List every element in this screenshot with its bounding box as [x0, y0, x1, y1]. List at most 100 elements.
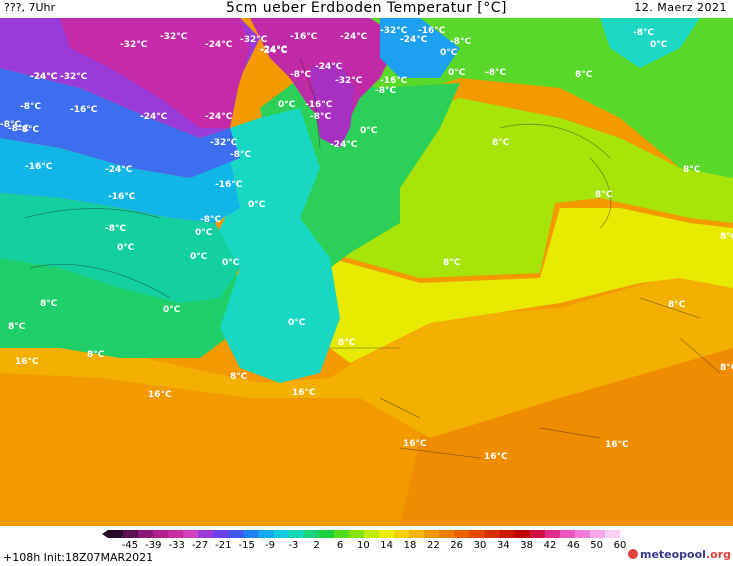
- legend-swatch: [123, 530, 139, 538]
- model-run-label: +108h Init:18Z07MAR2021: [3, 551, 154, 564]
- magenta-zone: [60, 18, 250, 128]
- temperature-label: -16°C: [305, 100, 333, 110]
- legend-tick-label: -21: [215, 540, 232, 551]
- temperature-label: 8°C: [443, 258, 461, 268]
- legend-swatch: [228, 530, 245, 538]
- legend-swatch: [574, 530, 591, 538]
- temperature-label: 0°C: [248, 200, 266, 210]
- yellow-green-zone: [330, 98, 733, 278]
- legend-swatch: [559, 530, 576, 538]
- temperature-label: -24°C: [400, 35, 428, 45]
- legend-swatch: [439, 530, 455, 538]
- temperature-label: -8°C: [105, 224, 126, 234]
- legend-swatch: [454, 530, 470, 538]
- blue-zone-north: [380, 18, 460, 78]
- temperature-label: -24°C: [315, 62, 343, 72]
- temperature-label: -16°C: [215, 180, 243, 190]
- scandinavia-cold-zone: [310, 63, 355, 148]
- temperature-label: -24°C: [340, 32, 368, 42]
- legend-tick-label: 2: [313, 540, 320, 551]
- temperature-label: -32°C: [380, 26, 408, 36]
- temperature-label: 0°C: [650, 40, 668, 50]
- map-title: 5cm ueber Erdboden Temperatur [°C]: [226, 0, 507, 16]
- temperature-label: 0°C: [117, 243, 135, 253]
- legend-swatch: [364, 530, 380, 538]
- brand-name: meteopool: [639, 548, 706, 561]
- temperature-label: 8°C: [668, 300, 686, 310]
- temperature-label: -32°C: [240, 35, 268, 45]
- legend-swatch: [409, 530, 425, 538]
- coastlines: [24, 57, 721, 459]
- legend-swatch: [183, 530, 199, 538]
- temperature-label: 0°C: [278, 100, 296, 110]
- legend-tick-label: 42: [543, 540, 557, 551]
- valid-date: 12. Maerz 2021: [634, 1, 727, 14]
- temperature-label: 8°C: [683, 165, 701, 175]
- legend-swatch: [589, 530, 606, 538]
- color-legend: [102, 530, 621, 538]
- temperature-label: -24°C: [140, 112, 168, 122]
- brand-logo[interactable]: meteopool.org: [627, 548, 731, 561]
- temperature-label: -16°C: [418, 26, 446, 36]
- yellow-band: [330, 208, 733, 363]
- light-blue-zone: [0, 138, 240, 223]
- temperature-label: -32°C: [60, 72, 88, 82]
- temperature-map: -32°C -32°C -24°C -32°C -24°C -16°C -24°C -32°C…: [0, 18, 733, 526]
- temperature-label: -8°C: [375, 86, 396, 96]
- temperature-label: 16°C: [15, 357, 39, 367]
- temperature-label: 8°C: [230, 372, 248, 382]
- legend-swatch: [303, 530, 320, 538]
- legend-arrow-low: [102, 530, 108, 538]
- temperature-label: 8°C: [720, 232, 733, 242]
- temperature-label: -16°C: [380, 76, 408, 86]
- warm-zone: [400, 338, 733, 526]
- temperature-label: -8°C: [8, 124, 29, 134]
- legend-tick-label: -9: [265, 540, 275, 551]
- legend-swatch: [288, 530, 305, 538]
- temperature-label: -8°C: [18, 125, 39, 135]
- teal-zone: [0, 193, 240, 303]
- temperature-label: -24°C: [105, 165, 133, 175]
- temperature-label: -8°C: [485, 68, 506, 78]
- temperature-label: 8°C: [575, 70, 593, 80]
- temperature-label: 8°C: [492, 138, 510, 148]
- legend-swatch: [469, 530, 485, 538]
- temperature-label: 8°C: [338, 338, 356, 348]
- legend-tick-label: -39: [145, 540, 162, 551]
- temperature-labels: -32°C-32°C-24°C -32°C-24°C-16°C -24°C-32°C…: [0, 26, 733, 462]
- legend-swatch: [499, 530, 516, 538]
- temperature-label: -32°C: [120, 40, 148, 50]
- temperature-label: 16°C: [403, 439, 427, 449]
- temperature-label: 8°C: [87, 350, 105, 360]
- legend-tick-label: 6: [336, 540, 344, 551]
- temperature-label: -24°C: [260, 46, 288, 56]
- temperature-label: -8°C: [230, 150, 251, 160]
- legend-tick-label: -33: [168, 540, 185, 551]
- temperature-label: 0°C: [440, 48, 458, 58]
- legend-tick-label: 18: [403, 540, 417, 551]
- legend-swatch: [544, 530, 561, 538]
- legend-tick-label: 10: [356, 540, 370, 551]
- temperature-label: -32°C: [335, 76, 363, 86]
- temperature-label: 0°C: [222, 258, 240, 268]
- temperature-label: 0°C: [195, 228, 213, 238]
- legend-tick-label: 46: [566, 540, 580, 551]
- cyan-zone-north: [600, 18, 700, 68]
- legend-swatch: [379, 530, 395, 538]
- temperature-label: 16°C: [484, 452, 508, 462]
- legend-swatch: [604, 530, 621, 538]
- legend-swatch: [318, 530, 335, 538]
- legend-swatch: [394, 530, 410, 538]
- temperature-label: -8°C: [450, 37, 471, 47]
- temperature-label: -16°C: [25, 162, 53, 172]
- legend-tick-label: -15: [238, 540, 255, 551]
- temperature-label: -24°C: [330, 140, 358, 150]
- legend-swatch: [258, 530, 275, 538]
- legend-tick-label: 34: [496, 540, 510, 551]
- legend-swatch: [348, 530, 365, 538]
- green-zone-central: [260, 78, 460, 268]
- temperature-label: -16°C: [108, 192, 136, 202]
- temperature-label: 0°C: [190, 252, 208, 262]
- temperature-label: 0°C: [288, 318, 306, 328]
- footer-bar: -45 -39 -33 -27 -21 -15 -9 -3 2 6 10 14 18 22 26 30 34 38…: [0, 526, 733, 566]
